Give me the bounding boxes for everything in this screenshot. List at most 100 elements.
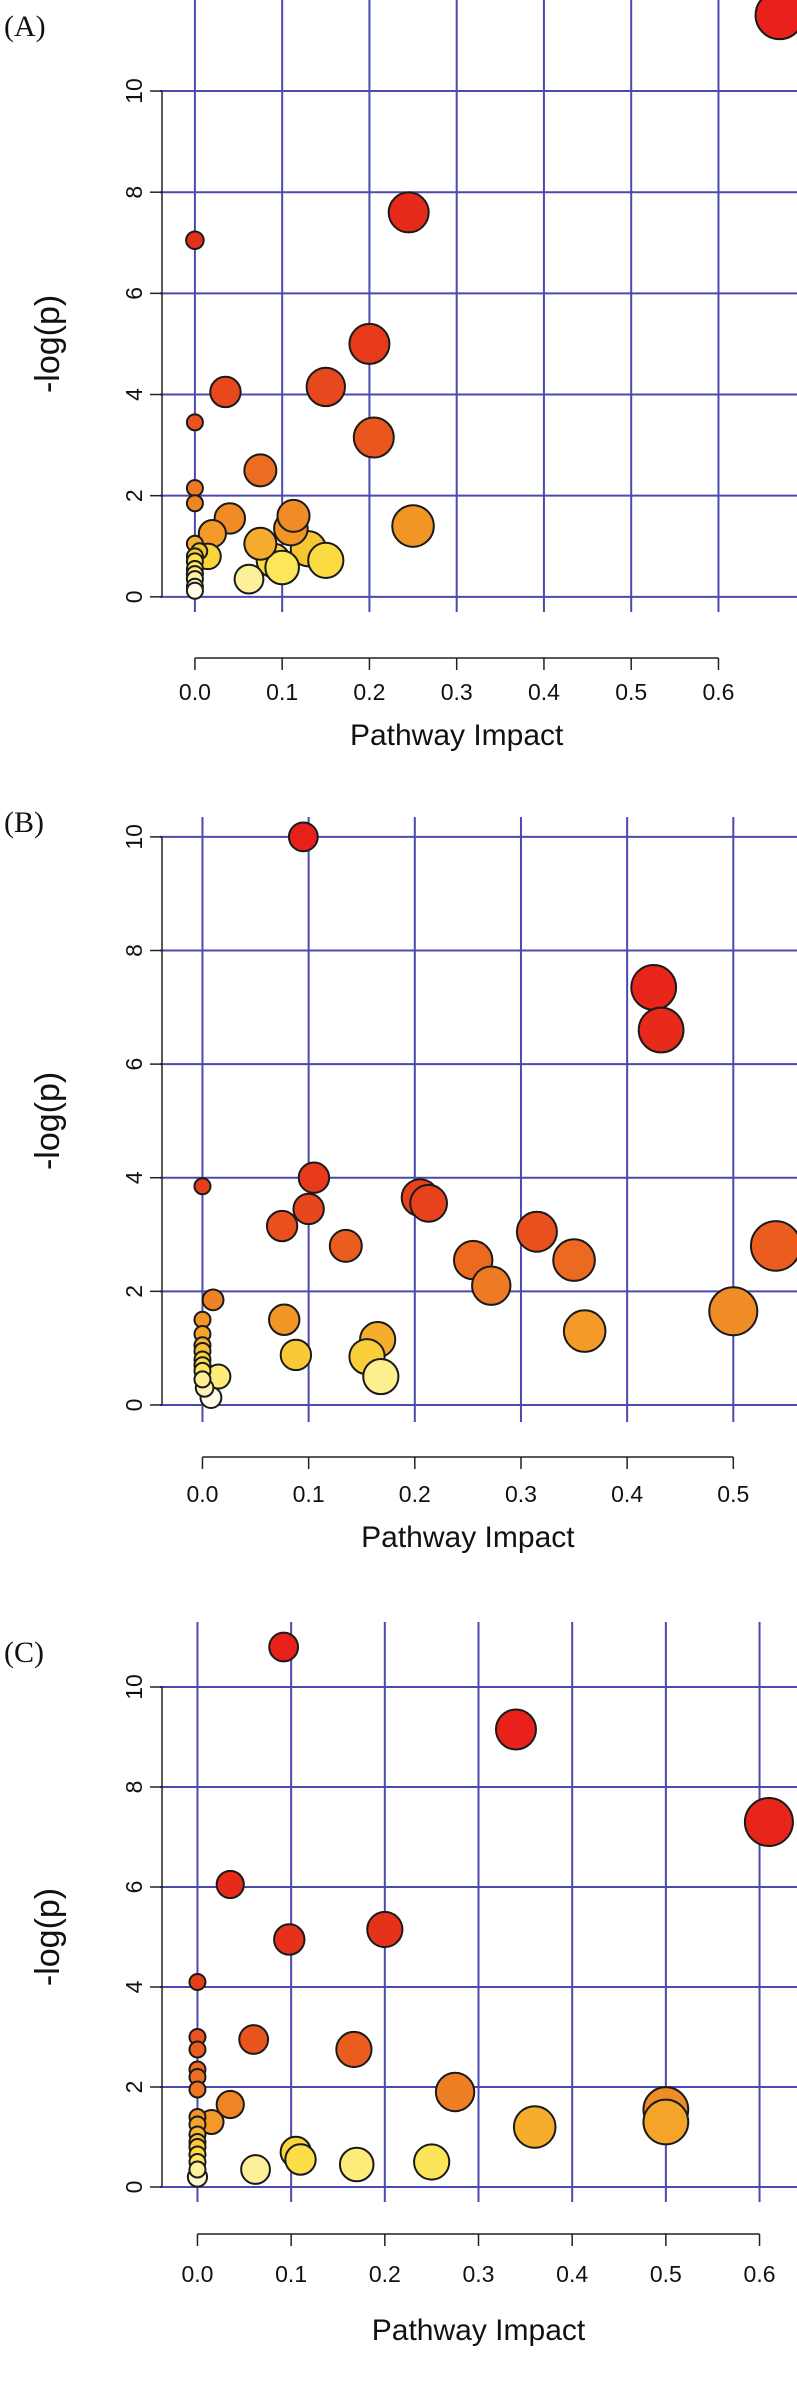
data-point: [264, 549, 300, 586]
y-tick-label: 8: [121, 186, 147, 199]
data-point: [749, 1220, 797, 1272]
y-tick-label: 6: [121, 1881, 147, 1894]
y-tick-label: 8: [121, 1781, 147, 1794]
y-tick-label: 10: [121, 78, 147, 104]
data-point: [215, 2089, 245, 2120]
x-tick-label: 0.2: [369, 2261, 401, 2287]
data-point: [284, 2143, 317, 2176]
scatter-chart-b: 0 2 4 6 8 10 0.0 0.1 0.2 0.3 0.4 0.5 Pathway Impact -…: [4, 806, 797, 1554]
data-point: [185, 479, 204, 498]
data-point: [387, 191, 430, 234]
x-tick-label: 0.1: [275, 2261, 307, 2287]
data-point: [515, 1210, 558, 1253]
data-point: [434, 2071, 476, 2113]
y-tick-label: 2: [121, 2081, 147, 2094]
data-point: [188, 2080, 207, 2099]
data-point: [743, 1797, 794, 1847]
data-point: [409, 1183, 449, 1223]
data-point: [352, 416, 395, 459]
x-axis-title: Pathway Impact: [372, 2314, 586, 2347]
x-tick-label: 0.0: [181, 2261, 213, 2287]
data-point: [188, 2160, 207, 2179]
data-point: [305, 366, 346, 408]
y-axis-title: -log(p): [29, 295, 67, 393]
x-tick-label: 0.6: [744, 2261, 776, 2287]
data-point: [185, 230, 205, 251]
data-point: [637, 1006, 685, 1054]
data-point: [471, 1265, 512, 1306]
y-tick-label: 4: [121, 388, 147, 401]
data-point: [413, 2143, 451, 2181]
data-point: [238, 2024, 270, 2055]
data-point: [348, 322, 391, 365]
y-tick-label: 0: [121, 590, 147, 603]
data-point: [630, 964, 678, 1011]
x-tick-label: 0.2: [353, 679, 385, 705]
data-point: [512, 2105, 557, 2149]
x-tick-label: 0.1: [266, 679, 298, 705]
data-point: [233, 563, 265, 595]
x-tick-label: 0.2: [399, 1481, 431, 1507]
x-tick-label: 0.5: [650, 2261, 682, 2287]
data-point: [276, 498, 311, 533]
data-point: [185, 413, 204, 432]
data-point: [642, 2098, 690, 2146]
scatter-chart-a: 0 2 4 6 8 10 0.0 0.1 0.2 0.3 0.4 0.5 0.6 Pathway Impa…: [4, 0, 797, 752]
x-tick-label: 0.5: [717, 1481, 749, 1507]
y-tick-label: 4: [121, 1171, 147, 1184]
data-point: [297, 1161, 331, 1194]
x-tick-label: 0.4: [556, 2261, 588, 2287]
data-point: [279, 1338, 313, 1372]
data-point: [552, 1238, 596, 1282]
x-tick-label: 0.3: [441, 679, 473, 705]
data-point: [273, 1923, 306, 1956]
y-tick-label: 2: [121, 489, 147, 502]
data-point: [185, 494, 204, 513]
data-point: [193, 1177, 212, 1196]
data-point: [243, 453, 278, 488]
data-point: [754, 0, 797, 41]
data-point: [185, 581, 204, 600]
data-point: [338, 2146, 375, 2183]
x-tick-label: 0.5: [615, 679, 647, 705]
y-tick-label: 4: [121, 1980, 147, 1993]
x-tick-label: 0.6: [702, 679, 734, 705]
panel-label: (A): [4, 10, 46, 43]
y-tick-label: 10: [121, 824, 147, 850]
panel-a: 0 2 4 6 8 10 0.0 0.1 0.2 0.3 0.4 0.5 0.6 Pathway Impa…: [0, 0, 797, 760]
panel-c: 0 2 4 6 8 10 0.0 0.1 0.2 0.3 0.4 0.5 0.6 Pathway Impa…: [0, 1612, 797, 2383]
scatter-chart-c: 0 2 4 6 8 10 0.0 0.1 0.2 0.3 0.4 0.5 0.6 Pathway Impa…: [4, 1622, 797, 2347]
data-point: [362, 1357, 400, 1396]
data-point: [366, 1910, 404, 1949]
data-point: [328, 1228, 363, 1263]
x-tick-label: 0.4: [611, 1481, 643, 1507]
y-tick-label: 2: [121, 1285, 147, 1298]
panel-label: (C): [4, 1636, 44, 1669]
y-tick-label: 6: [121, 1058, 147, 1071]
data-point: [391, 504, 435, 548]
y-tick-label: 6: [121, 287, 147, 300]
data-point: [201, 1288, 225, 1312]
y-axis-title: -log(p): [29, 1072, 67, 1170]
data-point: [562, 1309, 607, 1353]
y-tick-label: 10: [121, 1674, 147, 1700]
data-point: [243, 526, 278, 561]
y-tick-label: 0: [121, 1399, 147, 1412]
x-tick-label: 0.0: [186, 1481, 218, 1507]
data-point: [268, 1303, 301, 1336]
y-tick-label: 8: [121, 944, 147, 957]
data-point: [268, 1631, 300, 1663]
y-axis-title: -log(p): [29, 1888, 67, 1986]
data-point: [188, 1973, 207, 1991]
data-point: [708, 1286, 759, 1337]
data-point: [494, 1708, 537, 1751]
data-point: [335, 2030, 373, 2069]
x-tick-label: 0.4: [528, 679, 560, 705]
data-point: [307, 541, 345, 580]
y-tick-label: 0: [121, 2181, 147, 2194]
x-axis-title: Pathway Impact: [350, 719, 564, 752]
x-tick-label: 0.1: [293, 1481, 325, 1507]
panel-label: (B): [4, 806, 44, 839]
data-point: [188, 2040, 207, 2059]
data-point: [265, 1209, 299, 1243]
